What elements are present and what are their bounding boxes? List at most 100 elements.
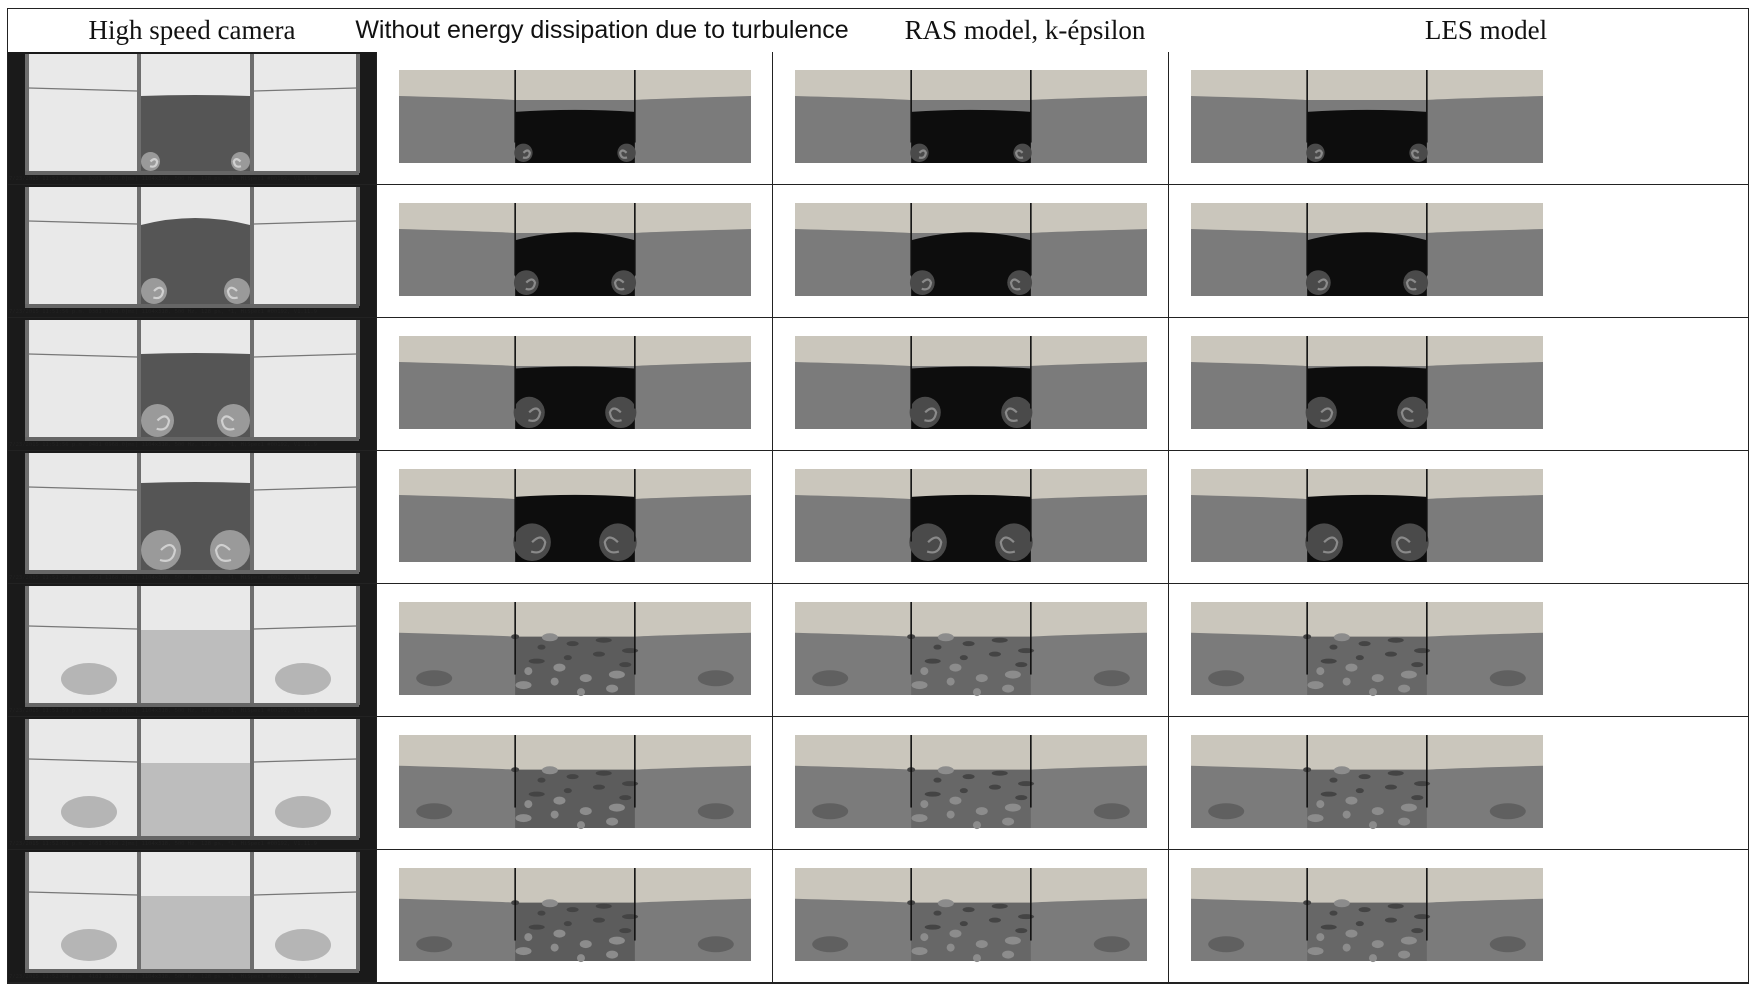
turbulence-blob [608, 803, 625, 812]
tank-post [25, 187, 29, 306]
vortex-spiral [232, 158, 242, 168]
tank-post [356, 852, 360, 971]
tank-post [25, 320, 29, 439]
turbulence-blob [515, 814, 532, 823]
eddy [697, 803, 734, 820]
vortex-spiral [1400, 407, 1414, 422]
turbulence-blob [576, 821, 585, 830]
vortex-spiral [1320, 407, 1334, 422]
header-high-speed-camera: High speed camera [7, 8, 377, 53]
vortex-spiral [1322, 536, 1339, 554]
camera-frame [7, 850, 376, 982]
vortex-spiral [924, 407, 938, 422]
turbulence-blob [579, 807, 592, 816]
simulation-domain [1191, 70, 1543, 163]
simulation-domain [795, 336, 1147, 429]
dense-fluid [1307, 232, 1427, 296]
panel-camera-5: 7/23/2015 11:51:59 p.m. 1431 2868.0[ms] … [7, 584, 377, 717]
turbulence-blob [1414, 781, 1431, 787]
panel-les-2 [1169, 185, 1749, 318]
panel-ras-3 [773, 318, 1169, 451]
vortex-spiral [1314, 149, 1324, 159]
turbulence-blob [1398, 684, 1411, 693]
turbulence-blob [962, 641, 975, 647]
tank-post [137, 719, 141, 838]
turbulence-blob [1320, 658, 1337, 664]
turbulence-blob [920, 933, 929, 942]
turbulence-blob [1018, 914, 1035, 920]
turbulence-blob [1387, 903, 1404, 909]
turbulence-blob [1400, 803, 1417, 812]
panel-les-7 [1169, 850, 1749, 983]
turbulence-blob [563, 921, 572, 927]
simulation-domain [795, 70, 1147, 163]
simulation-domain [399, 336, 751, 429]
turbulence-blob [924, 924, 941, 930]
plume-left [61, 796, 117, 828]
turbulence-blob [946, 810, 955, 819]
turbulence-blob [622, 914, 639, 920]
camera-timestamp-caption: 7/23/2015 11:51:56 p.m. 0281 0568.0[ms] … [9, 176, 317, 182]
tank-post [356, 453, 360, 572]
eddy [1208, 936, 1245, 953]
turbulence-blob [541, 633, 558, 642]
turbulence-blob [541, 766, 558, 775]
simulation-domain [399, 868, 751, 963]
turbulence-blob [1355, 921, 1364, 927]
turbulence-blob [576, 954, 585, 963]
water-line-right [253, 87, 357, 92]
camera-frame [7, 52, 376, 184]
turbulence-blob [988, 651, 1001, 657]
dense-fluid [911, 232, 1031, 296]
tank-post [25, 453, 29, 572]
simulation-domain [795, 868, 1147, 963]
vortex-spiral [1004, 407, 1018, 422]
panel-image [795, 868, 1147, 963]
camera-frame [7, 717, 376, 849]
vortex-spiral [608, 407, 622, 422]
turbulence-blob [606, 817, 619, 826]
water-line-left [28, 625, 138, 630]
turbulence-blob [1307, 814, 1324, 823]
turbulence-blob [595, 770, 612, 776]
turbulence-blob [537, 644, 546, 650]
turbulence-blob [991, 637, 1008, 643]
turbulence-blob [991, 770, 1008, 776]
turbulence-blob [911, 681, 928, 690]
turbulence-blob [537, 777, 546, 783]
panel-ras-5 [773, 584, 1169, 717]
turbulence-blob [1015, 795, 1028, 801]
turbulence-blob [1368, 688, 1377, 697]
turbulence-blob [962, 774, 975, 780]
turbulence-blob [592, 651, 605, 657]
simulation-domain [1191, 868, 1543, 963]
panel-nodiss-5 [377, 584, 773, 717]
water-line-right [253, 891, 357, 896]
turbulence-blob [1400, 670, 1417, 679]
water-line-right [253, 353, 357, 358]
tank-post [137, 852, 141, 971]
simulation-domain [1191, 602, 1543, 697]
turbulence-blob [1371, 674, 1384, 683]
turbulence-blob [595, 903, 612, 909]
turbulence-blob [541, 899, 558, 908]
turbulence-blob [1002, 950, 1015, 959]
turbulence-blob [553, 929, 566, 938]
turbulence-blob [949, 929, 962, 938]
plume-right [275, 929, 331, 961]
vortex-spiral [220, 415, 235, 431]
turbulence-blob [933, 644, 942, 650]
panel-image [399, 70, 751, 163]
turbulence-blob [975, 674, 988, 683]
panel-image [399, 469, 751, 562]
turbulence-blob [988, 917, 1001, 923]
turbulence-blob [1355, 655, 1364, 661]
panel-nodiss-1 [377, 52, 773, 185]
vortex-spiral [613, 278, 625, 291]
turbulence-blob [1316, 933, 1325, 942]
camera-timestamp-caption: 7/23/2015 11:52:04 p.m. 4181 8368.0[ms] … [9, 974, 317, 980]
panel-image [399, 336, 751, 429]
camera-frame [7, 185, 376, 317]
turbulence-blob [524, 800, 533, 809]
tank-post [250, 586, 254, 705]
